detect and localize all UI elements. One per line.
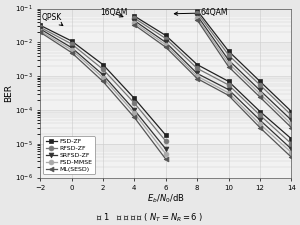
ML(SESD)	[101, 80, 105, 83]
RFSD-ZF	[164, 140, 168, 142]
ML(SESD)	[133, 116, 136, 119]
RFSD-ZF	[101, 68, 105, 71]
Text: 64QAM: 64QAM	[174, 8, 228, 17]
FSD-ZF	[164, 134, 168, 137]
Line: ML(SESD): ML(SESD)	[38, 30, 168, 162]
FSD-ZF	[38, 24, 42, 27]
SRFSD-ZF	[38, 28, 42, 30]
SRFSD-ZF	[70, 46, 73, 49]
Line: FSD-MMSE: FSD-MMSE	[38, 28, 168, 156]
FSD-MMSE	[38, 29, 42, 32]
Line: RFSD-ZF: RFSD-ZF	[38, 25, 168, 144]
FSD-MMSE	[101, 76, 105, 79]
RFSD-ZF	[70, 43, 73, 45]
FSD-MMSE	[70, 49, 73, 51]
FSD-ZF	[70, 40, 73, 42]
Y-axis label: BER: BER	[4, 84, 13, 102]
FSD-MMSE	[133, 112, 136, 115]
Text: QPSK: QPSK	[42, 13, 63, 26]
RFSD-ZF	[38, 26, 42, 29]
Text: 16QAM: 16QAM	[100, 8, 127, 17]
X-axis label: $E_b/N_0$/dB: $E_b/N_0$/dB	[147, 193, 184, 205]
RFSD-ZF	[133, 102, 136, 104]
FSD-ZF	[133, 97, 136, 100]
ML(SESD)	[164, 158, 168, 160]
Line: SRFSD-ZF: SRFSD-ZF	[38, 27, 168, 151]
SRFSD-ZF	[133, 109, 136, 111]
Text: 图 1   性 能 比 较 ( $N_T=N_R=6$ ): 图 1 性 能 比 较 ( $N_T=N_R=6$ )	[96, 211, 204, 224]
SRFSD-ZF	[164, 148, 168, 150]
ML(SESD)	[38, 31, 42, 34]
SRFSD-ZF	[101, 73, 105, 76]
FSD-MMSE	[164, 153, 168, 155]
FSD-ZF	[101, 63, 105, 66]
ML(SESD)	[70, 51, 73, 54]
Legend: FSD-ZF, RFSD-ZF, SRFSD-ZF, FSD-MMSE, ML(SESD): FSD-ZF, RFSD-ZF, SRFSD-ZF, FSD-MMSE, ML(…	[43, 136, 95, 174]
Line: FSD-ZF: FSD-ZF	[38, 23, 168, 137]
